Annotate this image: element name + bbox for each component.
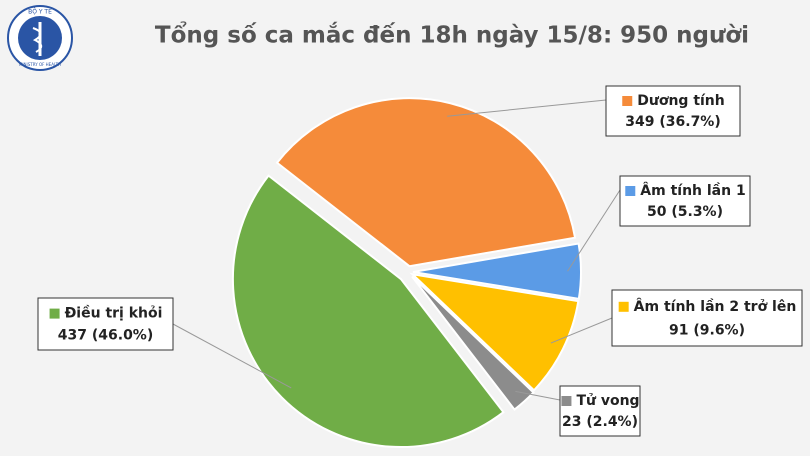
leader-line <box>567 189 621 272</box>
legend-swatch <box>622 96 633 106</box>
legend-swatch <box>49 308 60 319</box>
slice-value: 91 (9.6%) <box>669 322 745 338</box>
slice-label: Tử vong 23 (2.4%) <box>562 393 640 430</box>
pie-slice <box>409 272 580 392</box>
logo-bottom-text: MINISTRY OF HEALTH <box>19 62 61 67</box>
label-box <box>611 289 803 347</box>
slice-name: Âm tính lần 2 trở lên <box>634 298 797 315</box>
leader-line <box>515 390 561 401</box>
slice-name: Dương tính <box>637 93 725 109</box>
chart-title: Tổng số ca mắc đến 18h ngày 15/8: 950 ng… <box>155 21 749 49</box>
legend-swatch <box>618 301 629 312</box>
slice-name: Tử vong <box>576 393 639 409</box>
logo-top-text: BỘ Y TẾ <box>28 8 52 16</box>
slice-label: Âm tính lần 2 trở lên 91 (9.6%) <box>634 298 797 339</box>
pie-slice <box>412 242 582 300</box>
slice-label: Dương tính 349 (36.7%) <box>625 93 724 130</box>
slice-value: 349 (36.7%) <box>625 114 720 130</box>
slice-label: Điều trị khỏi 437 (46.0%) <box>58 305 163 344</box>
leader-line <box>447 99 607 117</box>
label-box <box>619 175 751 227</box>
slice-value: 437 (46.0%) <box>58 327 153 343</box>
slice-name: Âm tính lần 1 <box>640 182 745 199</box>
logo-snake <box>32 27 43 53</box>
label-box <box>559 385 641 437</box>
pie-slice <box>275 97 577 268</box>
logo: BỘ Y TẾ MINISTRY OF HEALTH <box>7 5 73 71</box>
leader-line <box>172 323 292 389</box>
slice-value: 23 (2.4%) <box>562 414 638 430</box>
pie-slice <box>231 174 505 449</box>
pie-slice <box>411 275 535 411</box>
slice-label: Âm tính lần 1 50 (5.3%) <box>640 182 745 220</box>
legend-swatch <box>625 186 636 196</box>
slice-value: 50 (5.3%) <box>647 204 723 220</box>
label-box <box>605 85 741 137</box>
leader-line <box>550 317 613 344</box>
legend-swatch <box>561 396 572 406</box>
slice-name: Điều trị khỏi <box>65 305 163 322</box>
label-box <box>37 297 174 351</box>
